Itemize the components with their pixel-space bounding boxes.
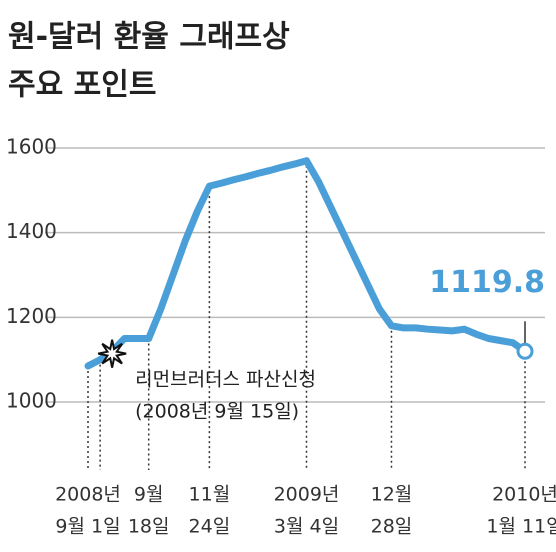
x-tick-label: 9월 <box>134 484 164 506</box>
x-tick-label: 2008년 <box>55 484 121 506</box>
end-point <box>516 342 534 360</box>
chart-title: 주요 포인트 <box>8 68 156 103</box>
x-tick-label: 9월 1일 <box>55 516 120 538</box>
chart-title: 원-달러 환율 그래프상 <box>8 20 290 55</box>
y-tick-label: 1600 <box>6 135 57 159</box>
x-tick-label: 24일 <box>189 516 231 538</box>
x-tick-label: 12월 <box>371 484 413 506</box>
x-tick-label: 3월 4일 <box>274 516 339 538</box>
annotation: (2008년 9월 15일) <box>135 401 299 423</box>
y-tick-label: 1200 <box>6 304 57 328</box>
burst-marker <box>97 339 127 368</box>
x-tick-label: 2010년 <box>492 484 556 506</box>
value-label: 1119.8 <box>429 265 545 300</box>
y-tick-label: 1000 <box>6 389 57 413</box>
x-tick-label: 18일 <box>128 516 170 538</box>
x-tick-label: 28일 <box>371 516 413 538</box>
x-tick-label: 2009년 <box>274 484 340 506</box>
x-tick-label: 11월 <box>189 484 231 506</box>
annotation: 리먼브러더스 파산신청 <box>135 369 316 391</box>
x-tick-label: 1월 11일 <box>486 516 556 538</box>
line-series <box>84 157 529 370</box>
y-tick-label: 1400 <box>6 219 57 243</box>
